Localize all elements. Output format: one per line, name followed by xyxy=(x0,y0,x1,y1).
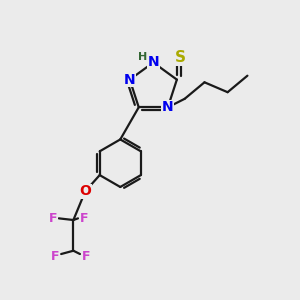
Text: O: O xyxy=(79,184,91,198)
Text: N: N xyxy=(123,73,135,87)
Text: F: F xyxy=(80,212,88,225)
Text: F: F xyxy=(49,212,57,225)
Text: F: F xyxy=(51,250,59,263)
Text: F: F xyxy=(82,250,90,263)
Text: N: N xyxy=(162,100,174,114)
Text: H: H xyxy=(138,52,147,61)
Text: S: S xyxy=(175,50,186,65)
Text: N: N xyxy=(148,56,159,70)
